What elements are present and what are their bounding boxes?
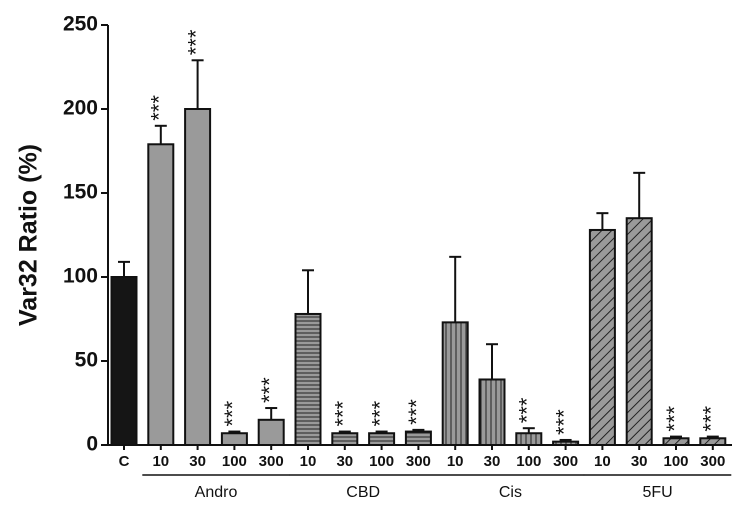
bar	[110, 276, 138, 446]
x-tick-label: 300	[700, 453, 725, 470]
bar	[331, 432, 359, 446]
group-label: 5FU	[642, 484, 672, 501]
x-tick-label: 300	[259, 453, 284, 470]
significance-label: ***	[699, 405, 724, 431]
bar	[368, 432, 396, 446]
y-tick-label: 100	[63, 265, 98, 288]
significance-label: ***	[147, 95, 172, 121]
bar	[699, 437, 727, 446]
x-tick-label: 10	[300, 453, 317, 470]
x-tick-label: 100	[663, 453, 688, 470]
significance-label: ***	[331, 400, 356, 426]
significance-label: ***	[367, 400, 392, 426]
bar	[294, 312, 322, 446]
y-tick-label: 200	[63, 97, 98, 120]
significance-label: ***	[257, 377, 282, 403]
bar	[441, 321, 469, 446]
x-tick-label: 30	[631, 453, 648, 470]
bar	[404, 430, 432, 446]
x-tick-label: 30	[189, 453, 206, 470]
significance-label: ***	[183, 29, 208, 55]
x-tick-label: 30	[484, 453, 501, 470]
bar	[220, 432, 248, 446]
x-tick-label: 100	[369, 453, 394, 470]
x-tick-label: 10	[594, 453, 611, 470]
x-tick-label: 100	[222, 453, 247, 470]
x-tick-label: 300	[553, 453, 578, 470]
x-tick-label: 10	[447, 453, 464, 470]
bar	[588, 228, 616, 446]
bar	[184, 108, 212, 446]
bar	[552, 440, 580, 447]
x-tick-label: C	[119, 453, 130, 470]
y-tick-label: 150	[63, 181, 98, 204]
bar	[625, 217, 653, 446]
group-label: Andro	[195, 484, 238, 501]
group-label: Cis	[499, 484, 522, 501]
x-tick-label: 10	[152, 453, 169, 470]
bar	[662, 437, 690, 446]
x-tick-label: 100	[516, 453, 541, 470]
bar	[515, 432, 543, 446]
y-tick-label: 0	[86, 433, 98, 456]
significance-label: ***	[551, 409, 576, 435]
significance-label: ***	[662, 405, 687, 431]
group-label: CBD	[346, 484, 380, 501]
bar	[147, 143, 175, 446]
significance-label: ***	[515, 397, 540, 423]
x-tick-label: 300	[406, 453, 431, 470]
y-tick-label: 250	[63, 13, 98, 36]
bar	[478, 378, 506, 447]
y-tick-label: 50	[75, 349, 98, 372]
significance-label: ***	[404, 399, 429, 425]
bar	[257, 418, 285, 446]
significance-label: ***	[220, 400, 245, 426]
y-axis-label: Var32 Ratio (%)	[15, 144, 43, 326]
x-tick-label: 30	[336, 453, 353, 470]
